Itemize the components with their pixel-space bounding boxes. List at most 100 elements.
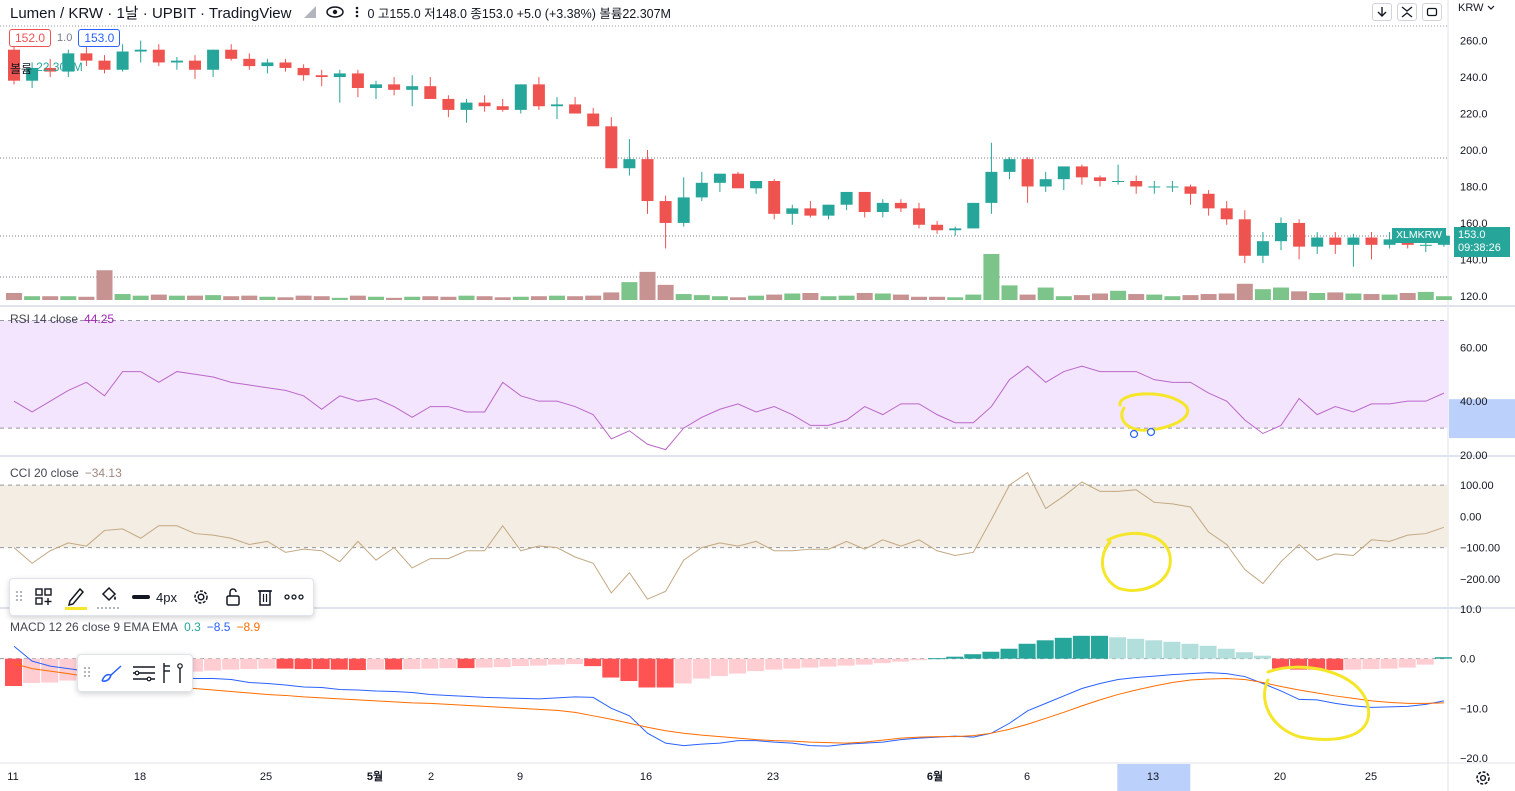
- candle-body: [1365, 237, 1378, 245]
- candle-body: [1130, 181, 1143, 187]
- brush-tool-button[interactable]: [96, 656, 128, 690]
- macd-histogram-bar: [1272, 658, 1289, 669]
- cci-axis-label: −200.00: [1460, 574, 1500, 586]
- time-axis-label: 6월: [927, 769, 943, 783]
- collapse-legend-icon[interactable]: [299, 5, 321, 19]
- gear-icon: [1476, 771, 1490, 785]
- fullscreen-button[interactable]: [1422, 3, 1442, 21]
- line-color-button[interactable]: [60, 580, 92, 614]
- macd-histogram-bar: [1235, 652, 1253, 659]
- interval-label: 1날: [116, 4, 139, 22]
- volume-bar: [96, 270, 113, 300]
- line-width-button[interactable]: 4px: [124, 580, 185, 614]
- macd-histogram-bar: [1000, 648, 1018, 659]
- macd-histogram-bar: [710, 658, 728, 677]
- candle-body: [442, 98, 455, 110]
- macd-histogram-bar: [946, 656, 964, 659]
- macd-histogram-bar: [511, 658, 529, 667]
- volume-bar: [1218, 293, 1235, 300]
- fill-color-button[interactable]: [92, 580, 124, 614]
- volume-bar: [458, 295, 475, 300]
- price-axis-label: 180.0: [1460, 181, 1488, 193]
- more-options-icon[interactable]: [351, 5, 363, 19]
- maximize-button[interactable]: [1397, 3, 1417, 21]
- time-axis-label: 16: [640, 771, 652, 783]
- time-axis-highlight: [1117, 764, 1191, 791]
- macd-axis-label: −20.0: [1460, 753, 1488, 765]
- more-button[interactable]: [281, 580, 313, 614]
- currency-selector[interactable]: KRW: [1458, 2, 1495, 14]
- macd-histogram-bar: [891, 658, 909, 662]
- anchor-tool-button[interactable]: [160, 656, 192, 690]
- macd-histogram-bar: [59, 658, 77, 681]
- candle-body: [1293, 222, 1306, 247]
- buy-price-button[interactable]: 153.0: [78, 29, 121, 47]
- candle-body: [1311, 237, 1324, 247]
- volume-bar: [929, 296, 946, 300]
- macd-histogram-bar: [1416, 658, 1434, 665]
- candle-body: [315, 75, 328, 78]
- candle-body: [1275, 222, 1287, 242]
- macd-histogram-bar: [1344, 658, 1362, 670]
- candle-body: [695, 182, 708, 198]
- templates-button[interactable]: [28, 580, 60, 614]
- price-axis-label: 220.0: [1460, 109, 1488, 121]
- volume-bar: [1327, 292, 1344, 300]
- arrow-down-button[interactable]: [1372, 3, 1392, 21]
- time-axis-label: 25: [1365, 771, 1377, 783]
- macd-histogram-bar: [1326, 658, 1344, 671]
- time-axis-label: 5월: [367, 769, 383, 783]
- macd-histogram-bar: [1434, 657, 1452, 659]
- rsi-legend[interactable]: RSI 14 close 44.25: [10, 312, 114, 326]
- price-axis-label: 140.0: [1460, 254, 1488, 266]
- macd-histogram-bar: [566, 658, 584, 665]
- lines-icon: [133, 666, 155, 682]
- macd-histogram-bar: [837, 658, 855, 666]
- macd-histogram-bar: [222, 658, 240, 670]
- rsi-line: [13, 365, 1445, 451]
- candle-body: [134, 49, 147, 52]
- delete-button[interactable]: [249, 580, 281, 614]
- macd-histogram-bar: [855, 658, 873, 665]
- volume-bar: [1309, 292, 1326, 300]
- templates-icon: [35, 588, 52, 605]
- macd-histogram-bar: [1253, 655, 1271, 659]
- volume-bar: [1345, 293, 1362, 300]
- chart-settings-button[interactable]: [1474, 769, 1492, 791]
- macd-histogram-bar: [258, 658, 276, 669]
- drag-grip-icon[interactable]: ⠿: [81, 664, 93, 681]
- macd-histogram-bar: [1362, 658, 1380, 670]
- drag-grip-icon[interactable]: ⠿: [13, 588, 25, 605]
- lines-tool-button[interactable]: [128, 656, 160, 690]
- anchor-icon: [163, 663, 183, 683]
- lock-button[interactable]: [217, 580, 249, 614]
- candle-body: [858, 191, 871, 212]
- macd-legend[interactable]: MACD 12 26 close 9 EMA EMA 0.3 −8.5 −8.9: [10, 620, 260, 634]
- sell-price-button[interactable]: 152.0: [9, 29, 52, 47]
- candle-body: [1003, 159, 1016, 172]
- line-width-label: 4px: [156, 589, 177, 605]
- cci-legend[interactable]: CCI 20 close −34.13: [10, 466, 122, 480]
- volume-bar: [1254, 289, 1271, 300]
- candle-body: [1021, 159, 1034, 187]
- candle-body: [26, 67, 39, 81]
- time-axis-label: 20: [1274, 771, 1286, 783]
- volume-bar: [1073, 295, 1090, 300]
- candle-body: [822, 204, 835, 216]
- volume-bar: [748, 295, 765, 300]
- candle-body: [207, 49, 220, 70]
- volume-bar: [6, 292, 22, 300]
- macd-histogram-bar: [692, 658, 710, 679]
- macd-histogram-bar: [367, 658, 384, 670]
- eye-icon[interactable]: [325, 5, 345, 19]
- symbol-title[interactable]: Lumen / KRW · 1날 · UPBIT · TradingView: [10, 4, 292, 22]
- volume-bar: [965, 294, 982, 300]
- settings-button[interactable]: [185, 580, 217, 614]
- symbol-name: Lumen / KRW: [10, 4, 104, 22]
- time-axis-label: 18: [134, 771, 146, 783]
- candle-body: [1057, 166, 1070, 180]
- macd-histogram-bar: [475, 658, 493, 668]
- macd-histogram-bar: [457, 658, 475, 669]
